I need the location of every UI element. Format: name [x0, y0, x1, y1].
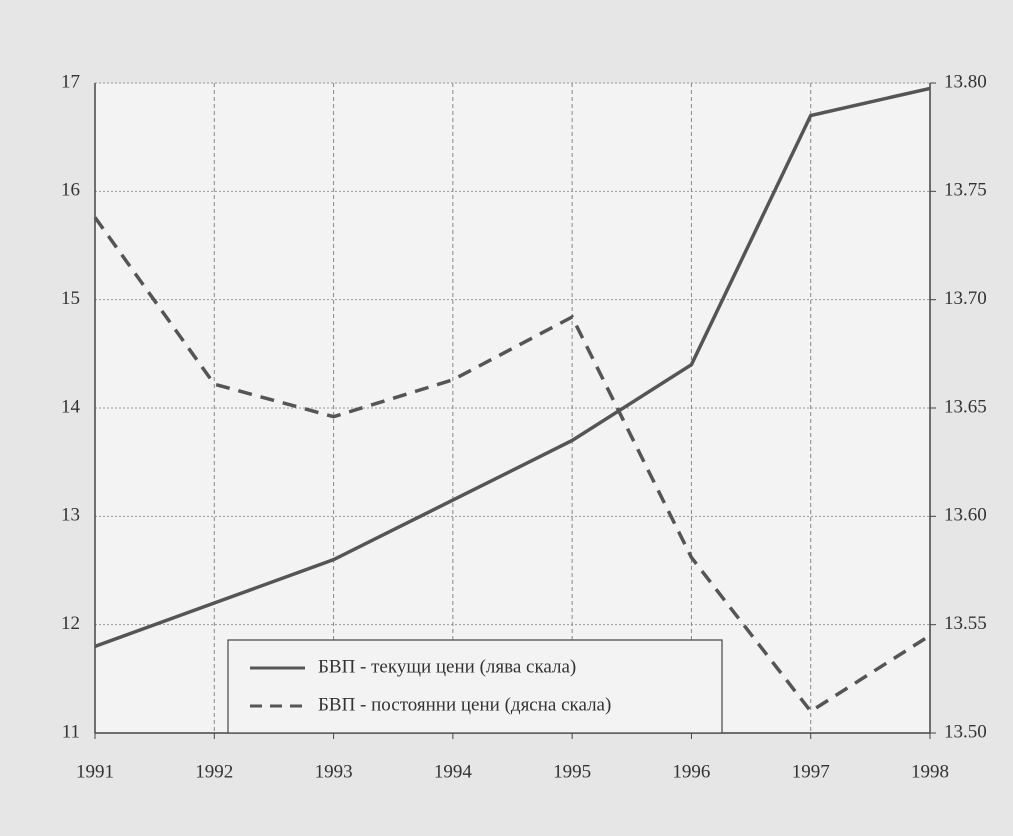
y-tick-label: 17 — [61, 71, 80, 92]
x-tick-label: 1997 — [792, 761, 830, 782]
y-tick-label: 13 — [61, 505, 80, 526]
x-tick-label: 1996 — [672, 761, 710, 782]
y2-tick-label: 13.50 — [944, 721, 987, 742]
x-tick-label: 1994 — [434, 761, 473, 782]
legend-label: БВП - текущи цени (лява скала) — [318, 656, 576, 677]
x-tick-label: 1993 — [315, 761, 353, 782]
series-line — [93, 216, 931, 714]
legend-box — [227, 639, 723, 734]
y-tick-label: 11 — [62, 721, 80, 742]
x-tick-label: 1995 — [553, 761, 591, 782]
legend-label: БВП - постоянни цени (дясна скала) — [318, 694, 611, 715]
series-line — [94, 86, 931, 648]
y-tick-label: 15 — [61, 288, 80, 309]
y2-tick-label: 13.80 — [944, 71, 987, 92]
y2-tick-label: 13.70 — [944, 288, 987, 309]
y-tick-label: 16 — [61, 180, 80, 201]
x-tick-label: 1992 — [195, 761, 233, 782]
x-tick-label: 1998 — [911, 761, 949, 782]
x-tick-label: 1991 — [76, 761, 114, 782]
y-tick-label: 14 — [61, 396, 81, 417]
y2-tick-label: 13.75 — [944, 180, 987, 201]
y2-tick-label: 13.55 — [944, 613, 987, 634]
y2-tick-label: 13.60 — [944, 505, 987, 526]
y2-tick-label: 13.65 — [944, 396, 987, 417]
y-tick-label: 12 — [61, 613, 80, 634]
